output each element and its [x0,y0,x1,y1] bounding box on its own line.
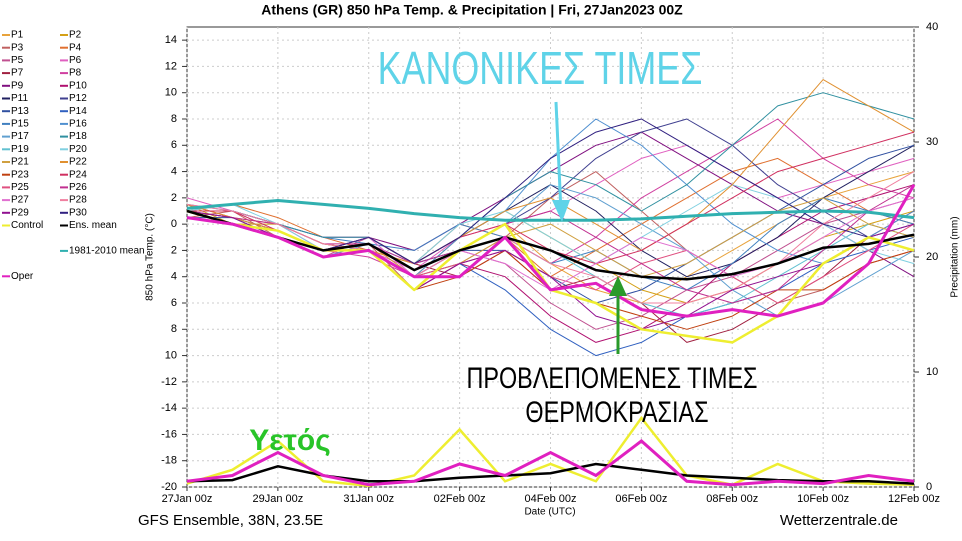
footer-site: Wetterzentrale.de [780,512,898,529]
legend-label: P29 [11,207,29,218]
legend-label: P14 [69,106,87,117]
x-axis-label: Date (UTC) [524,507,575,518]
y-tick-label: 14 [165,34,177,46]
legend-label: P27 [11,195,29,206]
legend-label: 1981-2010 mean [69,246,145,257]
legend-label: Control [11,220,43,231]
annotation-forecast-2: ΘΕΡΜΟΚΡΑΣΙΑΣ [525,395,708,428]
annotation-precip: Υετός [249,424,331,457]
y-tick-label: 10 [165,87,177,99]
arrow-head [552,200,570,222]
y-tick-label: 0 [171,218,177,230]
legend-label: P18 [69,131,87,142]
legend-label: P20 [69,144,87,155]
y-tick-label: 8 [171,113,177,125]
x-tick-label: 10Feb 00z [797,493,849,505]
series-line [187,92,915,265]
x-tick-label: 31Jan 00z [343,493,394,505]
legend-label: P10 [69,80,87,91]
x-tick-label: 04Feb 00z [525,493,577,505]
y-tick-label: 6 [171,297,177,309]
legend-label: Oper [11,271,34,282]
precip-line [186,462,915,485]
legend-label: P13 [11,106,29,117]
y-axis-label: 850 hPa Temp. (°C) [145,213,156,301]
y-tick-label: 12 [165,60,177,72]
legend-label: P6 [69,55,82,66]
legend-label: P28 [69,195,87,206]
legend-label: P3 [11,42,24,53]
series-line [186,209,915,281]
legend-label: P26 [69,182,87,193]
legend-label: P15 [11,119,29,130]
y-tick-label: 6 [171,139,177,151]
y-tick-label: 4 [171,271,177,283]
legend-label: P9 [11,80,24,91]
y-tick-label: -14 [161,402,177,414]
legend-label: P25 [11,182,29,193]
legend-label: Ens. mean [69,220,117,231]
x-tick-label: 02Feb 00z [434,493,486,505]
y2-tick-label: 10 [926,366,938,378]
y-tick-label: 8 [171,323,177,335]
x-tick-label: 29Jan 00z [252,493,303,505]
legend-label: P30 [69,207,87,218]
legend-label: P21 [11,157,29,168]
legend-label: P1 [11,30,24,41]
y2-axis-label: Precipitation (mm) [950,216,961,297]
series-line [186,171,915,304]
annotation-forecast: ΠΡΟΒΛΕΠΟΜΕΝΕΣ ΤΙΜΕΣ [466,361,757,394]
y-tick-label: -18 [161,455,177,467]
legend-label: P12 [69,93,87,104]
y-tick-label: 2 [171,244,177,256]
annotation-normal: ΚΑΝΟΝΙΚΕΣ ΤΙΜΕΣ [378,43,703,94]
legend-label: P8 [69,68,82,79]
x-tick-label: 27Jan 00z [162,493,213,505]
plot-area: -20-18-16-14-121086420246810121401020304… [161,21,940,505]
legend-label: P24 [69,169,87,180]
legend-label: P2 [69,30,82,41]
series-line [186,183,916,318]
y-tick-label: -20 [161,481,177,493]
legend-label: P23 [11,169,29,180]
legend-label: P7 [11,68,24,79]
y-tick-label: 2 [171,192,177,204]
y-tick-label: -16 [161,428,177,440]
legend-label: P5 [11,55,24,66]
y2-tick-label: 0 [926,481,932,493]
legend-label: P19 [11,144,29,155]
x-tick-label: 12Feb 00z [888,493,940,505]
y-tick-label: 4 [171,165,177,177]
y2-tick-label: 30 [926,136,938,148]
legend-label: P22 [69,157,87,168]
y2-tick-label: 20 [926,251,938,263]
series-line [186,199,915,222]
chart-title: Athens (GR) 850 hPa Temp. & Precipitatio… [261,2,683,18]
legend-label: P11 [11,93,28,104]
footer-source: GFS Ensemble, 38N, 23.5E [138,512,323,529]
legend-label: P16 [69,119,87,130]
arrow-head [609,276,627,296]
x-tick-label: 06Feb 00z [615,493,667,505]
legend-label: P17 [11,131,29,142]
y-tick-label: 10 [165,349,177,361]
y-tick-label: -12 [161,376,177,388]
precip-line [186,439,915,487]
arrow [554,101,563,213]
x-tick-label: 08Feb 00z [706,493,758,505]
legend-label: P4 [69,42,82,53]
y2-tick-label: 40 [926,21,938,33]
